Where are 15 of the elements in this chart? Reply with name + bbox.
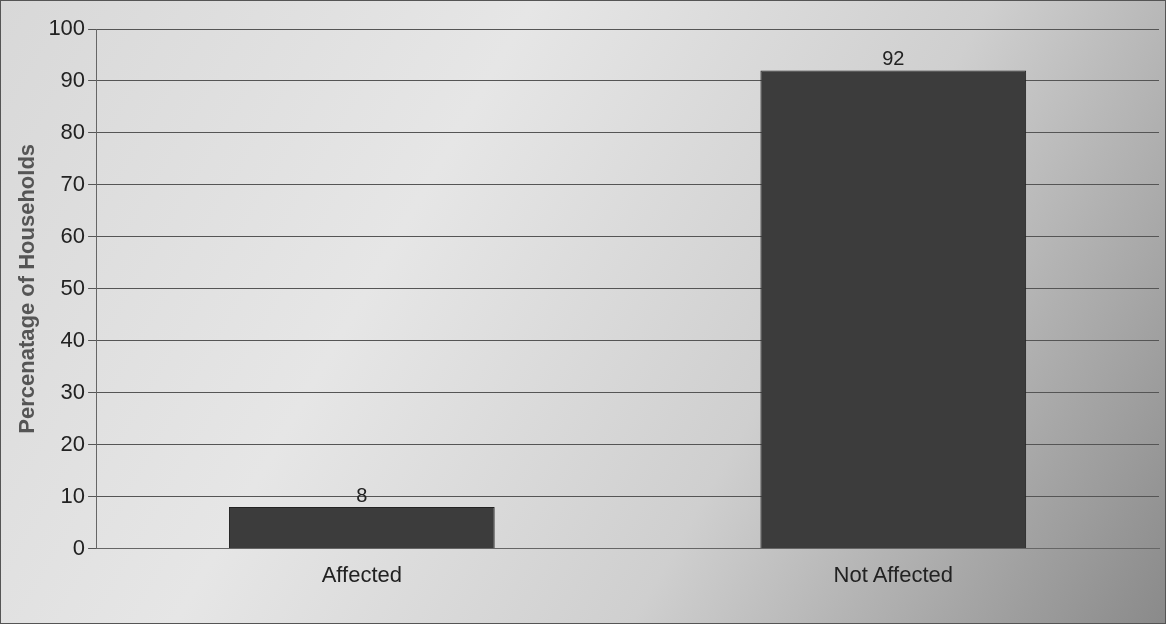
y-axis-title: Percenatage of Households: [14, 143, 40, 434]
y-tick-label: 100: [48, 15, 86, 41]
y-tick-label: 50: [60, 274, 86, 300]
y-tick-label: 90: [60, 67, 86, 93]
data-label: 92: [882, 47, 905, 70]
y-tick-label: 20: [60, 430, 86, 456]
y-tick-label: 70: [60, 170, 86, 196]
y-tick-label: 60: [60, 222, 86, 248]
x-tick-label: Not Affected: [833, 561, 953, 587]
x-tick-label: Affected: [321, 561, 402, 587]
y-tick-label: 40: [60, 326, 86, 352]
y-tick-label: 30: [60, 378, 86, 404]
y-tick-label: 10: [60, 482, 86, 508]
y-tick-label: 0: [72, 534, 86, 560]
y-tick-label: 80: [60, 118, 86, 144]
